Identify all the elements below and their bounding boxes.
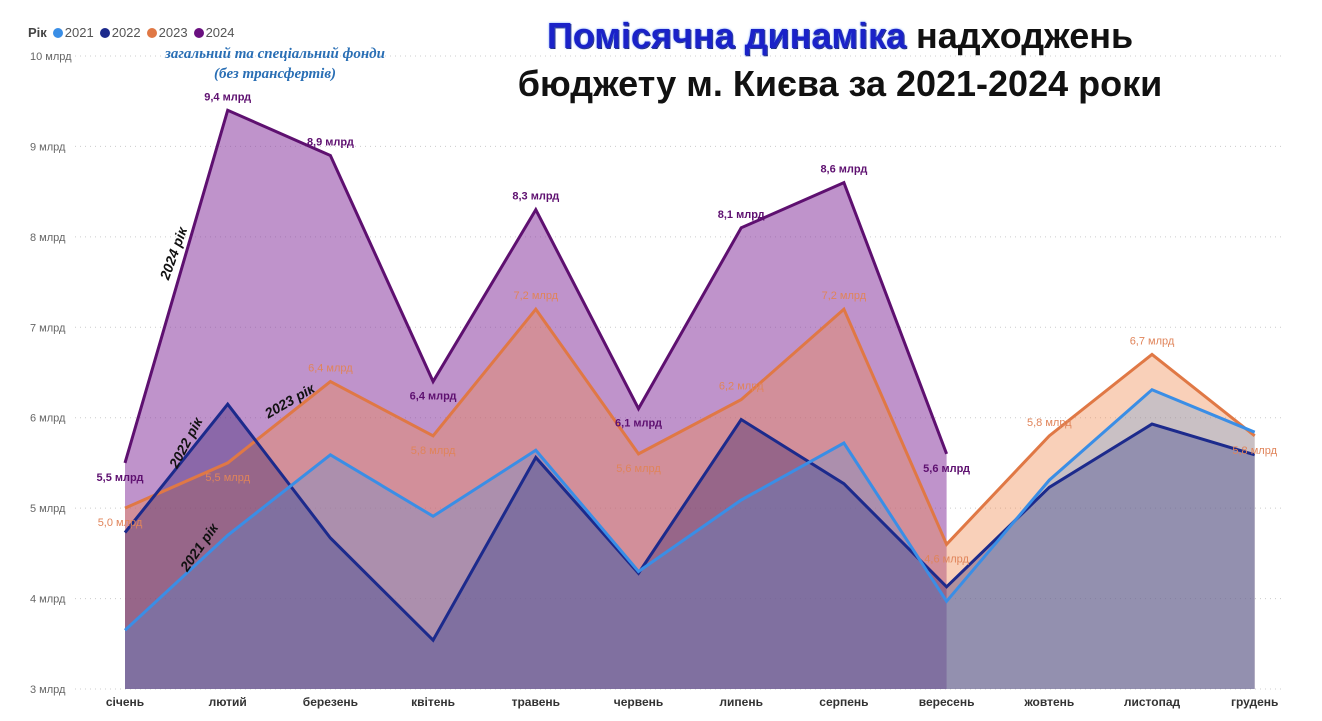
title-highlight: Помісячна динаміка [546, 15, 907, 56]
data-label-2023: 5,8 млрд [1232, 445, 1277, 457]
subtitle-line2: (без трансфертів) [213, 66, 337, 82]
x-tick-label: квітень [411, 695, 455, 709]
data-label-2023: 7,2 млрд [822, 290, 867, 302]
y-tick-label: 8 млрд [30, 232, 66, 244]
x-tick-label: грудень [1231, 695, 1278, 709]
x-tick-label: вересень [919, 695, 975, 709]
x-tick-label: травень [512, 695, 560, 709]
data-label-2023: 5,0 млрд [98, 517, 143, 529]
legend-label: 2023 [158, 25, 188, 40]
x-tick-label: липень [719, 695, 763, 709]
data-label-2024: 5,6 млрд [923, 463, 970, 475]
data-label-2023: 5,8 млрд [411, 445, 456, 457]
line-2022 [123, 401, 1256, 643]
data-label-2024: 6,4 млрд [410, 391, 457, 403]
x-tick-label: січень [106, 695, 144, 709]
y-tick-label: 9 млрд [30, 141, 66, 153]
legend-label: 2022 [111, 25, 141, 40]
x-tick-label: жовтень [1023, 695, 1074, 709]
x-tick-label: лютий [209, 695, 247, 709]
data-label-2024: 8,9 млрд [307, 136, 354, 148]
data-label-2023: 6,7 млрд [1130, 335, 1175, 347]
data-label-2023: 6,2 млрд [719, 381, 764, 393]
legend: Рік 2021 2022 2023 2024 [28, 25, 234, 40]
x-tick-label: листопад [1124, 695, 1181, 709]
title-rest: надходжень бюджету м. Києва за 2021-2024… [517, 15, 1163, 104]
line-2023 [124, 306, 1256, 547]
y-tick-label: 4 млрд [30, 594, 66, 606]
x-tick-label: березень [303, 695, 358, 709]
legend-title: Рік [28, 25, 47, 40]
legend-item-2022[interactable]: 2022 [99, 25, 141, 40]
y-tick-label: 3 млрд [30, 684, 66, 696]
area-2024 [125, 110, 947, 689]
chart-subtitle: загальний та спеціальний фонди (без транс… [140, 44, 410, 84]
legend-item-2024[interactable]: 2024 [193, 25, 235, 40]
line-2021 [123, 387, 1256, 632]
data-label-2024: 5,5 млрд [97, 472, 144, 484]
legend-label: 2021 [64, 25, 94, 40]
data-label-2023: 7,2 млрд [513, 290, 558, 302]
data-label-2024: 8,1 млрд [718, 209, 765, 221]
legend-label: 2024 [205, 25, 235, 40]
data-label-2023: 6,4 млрд [308, 363, 353, 375]
line-2024 [123, 108, 949, 464]
x-tick-label: серпень [819, 695, 868, 709]
data-label-2023: 5,5 млрд [205, 472, 250, 484]
chart-title: Помісячна динаміка надходжень бюджету м.… [470, 12, 1210, 108]
data-label-2024: 8,6 млрд [820, 164, 867, 176]
y-tick-label: 7 млрд [30, 322, 66, 334]
area-2022 [125, 404, 1255, 689]
y-tick-label: 10 млрд [30, 51, 72, 63]
legend-item-2021[interactable]: 2021 [52, 25, 94, 40]
area-2023 [125, 309, 1255, 689]
data-label-2024: 8,3 млрд [512, 191, 559, 203]
data-label-2023: 4,6 млрд [924, 553, 969, 565]
y-tick-label: 6 млрд [30, 413, 66, 425]
y-tick-label: 5 млрд [30, 503, 66, 515]
x-tick-label: червень [614, 695, 664, 709]
data-label-2024: 9,4 млрд [204, 91, 251, 103]
data-label-2023: 5,8 млрд [1027, 417, 1072, 429]
data-label-2024: 6,1 млрд [615, 418, 662, 430]
subtitle-line1: загальний та спеціальний фонди [165, 46, 385, 62]
legend-item-2023[interactable]: 2023 [146, 25, 188, 40]
data-label-2023: 5,6 млрд [616, 463, 661, 475]
